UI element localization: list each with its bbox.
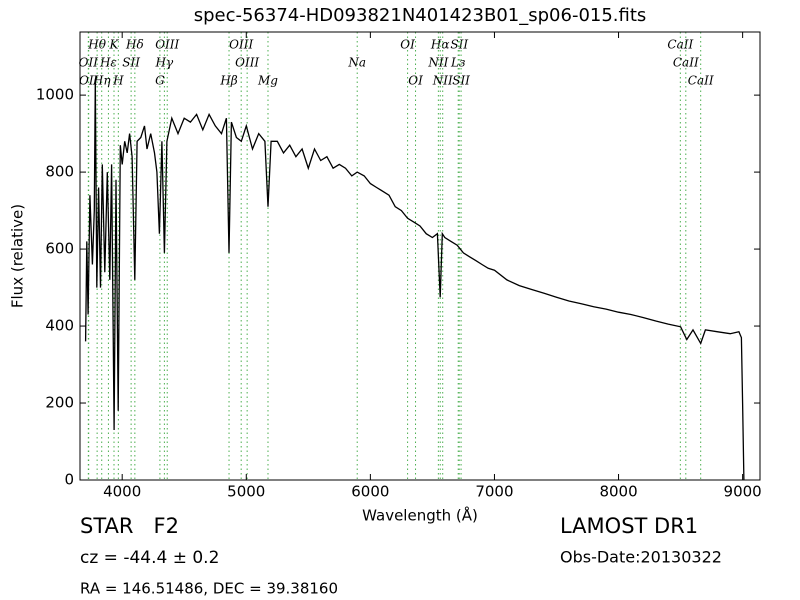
- spectral-line-label: Lз: [450, 56, 466, 70]
- spectral-line-label: K: [109, 38, 120, 52]
- x-tick-label: 8000: [599, 483, 637, 501]
- spectral-line-label: OIII: [155, 38, 179, 52]
- x-tick-label: 9000: [724, 483, 762, 501]
- x-tick-label: 6000: [351, 483, 389, 501]
- spectral-line-label: OII: [79, 56, 99, 70]
- redshift: cz = -44.4 ± 0.2: [80, 548, 219, 568]
- x-tick-label: 7000: [475, 483, 513, 501]
- spectral-line-label: Hδ: [125, 38, 144, 52]
- spectral-line-label: Hβ: [219, 74, 237, 88]
- spectral-line-label: OI: [400, 38, 415, 52]
- spectral-line-label: SII: [122, 56, 140, 70]
- spectral-line-label: SII: [452, 74, 470, 88]
- spectral-line-label: OIII: [229, 38, 253, 52]
- spectral-line-label: CaII: [688, 74, 714, 88]
- spectral-line-label: Hα: [430, 38, 450, 52]
- spectral-line-label: CaII: [667, 38, 693, 52]
- survey: LAMOST DR1: [560, 514, 698, 538]
- spectral-line-label: NII: [427, 56, 448, 70]
- spectral-line-label: NII: [432, 74, 453, 88]
- spectrum-line: [84, 79, 745, 481]
- y-tick-label: 400: [45, 317, 74, 335]
- spectral-line-label: CaII: [673, 56, 699, 70]
- y-tick-label: 1000: [36, 86, 74, 104]
- spectral-line-label: Mg: [257, 74, 278, 88]
- spectral-line-label: G: [155, 74, 165, 88]
- y-axis-label: Flux (relative): [9, 204, 27, 308]
- spectral-line-label: H: [112, 74, 124, 88]
- spectral-line-label: OIII: [235, 56, 259, 70]
- y-tick-label: 600: [45, 240, 74, 258]
- chart-title: spec-56374-HD093821N401423B01_sp06-015.f…: [194, 5, 647, 26]
- spectral-line-label: OII: [79, 74, 99, 88]
- spectral-line-label: Na: [347, 56, 366, 70]
- spectral-line-label: Hθ: [87, 38, 106, 52]
- spectral-line-label: Hε: [99, 56, 117, 70]
- object-class: STAR F2: [80, 514, 179, 538]
- y-tick-label: 200: [45, 394, 74, 412]
- spectral-line-label: OI: [408, 74, 423, 88]
- y-tick-label: 800: [45, 163, 74, 181]
- spectral-line-label: Hγ: [155, 56, 174, 70]
- x-axis-label: Wavelength (Å): [362, 506, 478, 525]
- y-tick-label: 0: [64, 471, 74, 489]
- spectral-line-label: SII: [450, 38, 468, 52]
- spectral-line-label: Hη: [92, 74, 111, 88]
- coordinates: RA = 146.51486, DEC = 39.38160: [80, 580, 338, 598]
- plot-frame: [79, 31, 761, 481]
- obs-date: Obs-Date:20130322: [560, 548, 722, 567]
- x-tick-label: 5000: [227, 483, 265, 501]
- x-tick-label: 4000: [103, 483, 141, 501]
